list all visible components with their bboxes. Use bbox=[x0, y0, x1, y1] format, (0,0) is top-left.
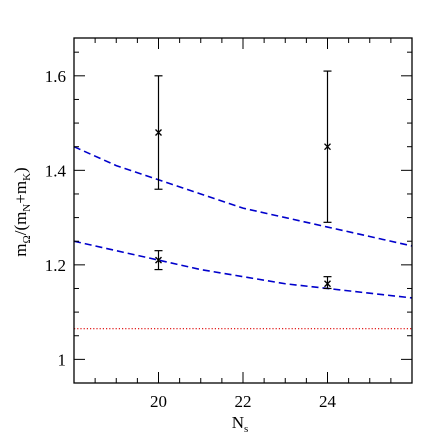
fit-curve-0 bbox=[73, 145, 413, 247]
data-point-3 bbox=[323, 276, 332, 290]
data-point-0 bbox=[154, 75, 163, 190]
curves-layer bbox=[73, 145, 413, 330]
point-marker-b bbox=[155, 129, 162, 136]
y-axis-label: mΩ/(mN+mK) bbox=[11, 167, 33, 256]
point-marker-b bbox=[155, 256, 162, 264]
x-tick-label: 22 bbox=[235, 392, 252, 411]
y-tick-label: 1.4 bbox=[45, 161, 67, 180]
y-tick-label: 1 bbox=[58, 350, 67, 369]
data-point-1 bbox=[323, 70, 332, 223]
data-point-2 bbox=[154, 250, 163, 271]
y-tick-label: 1.2 bbox=[45, 256, 66, 275]
fit-curve-1 bbox=[73, 240, 413, 299]
plot-frame bbox=[73, 37, 413, 384]
points-layer bbox=[154, 70, 332, 290]
x-axis-label: Ns bbox=[232, 413, 249, 435]
y-tick-label: 1.6 bbox=[45, 67, 66, 86]
ticks-layer bbox=[73, 38, 413, 384]
x-tick-label: 24 bbox=[319, 392, 337, 411]
point-marker-b bbox=[324, 143, 331, 151]
x-tick-label: 20 bbox=[150, 392, 167, 411]
point-marker-b bbox=[324, 280, 331, 288]
tick-labels-layer: 20 22 24 1 1.2 1.4 1.6 bbox=[45, 67, 337, 411]
